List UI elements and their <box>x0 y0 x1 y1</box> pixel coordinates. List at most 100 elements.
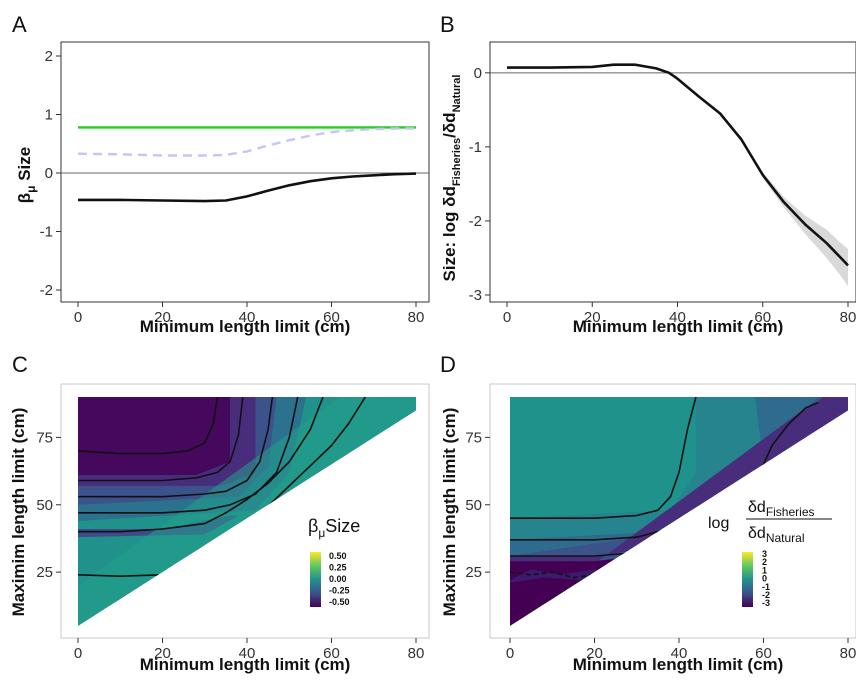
heatmap-edge-c <box>255 507 264 513</box>
panel-a: A 0 20 40 60 80 -2 -1 0 1 2 Minimum length limit … <box>12 12 430 336</box>
heatmap-edge-c <box>120 593 129 600</box>
legend-c: βμSize 0.50 0.250.00 -0.25-0.50 <box>308 516 360 607</box>
heatmap-edge-c <box>348 448 357 454</box>
x-tick-label-b: 60 <box>754 309 771 326</box>
heatmap-edge-c <box>339 453 349 459</box>
legend-tick-label-c: -0.25 <box>329 586 350 596</box>
heatmap-edge-c <box>179 556 188 562</box>
heatmap-edge-c <box>247 512 256 519</box>
y-tick-label-b: -2 <box>469 213 482 230</box>
heatmap-edge-c <box>407 410 416 416</box>
contour-line-c <box>78 397 274 498</box>
y-axis-label-c: Maximim length limit (cm) <box>9 408 28 617</box>
heatmap-band-d <box>510 397 848 626</box>
heatmap-band-c <box>78 397 277 505</box>
heatmap-c <box>78 397 416 626</box>
x-tick-label-d: 20 <box>586 645 603 662</box>
series-line-a-lavender <box>77 127 416 157</box>
x-tick-label-a: 0 <box>74 309 82 326</box>
panel-letter-b: B <box>440 12 455 37</box>
heatmap-edge-d <box>839 410 848 416</box>
heatmap-edge-d <box>628 545 637 551</box>
legend-tick-label-d: -3 <box>762 598 770 608</box>
contour-group-c <box>78 397 366 578</box>
ticks-a: 0 20 40 60 80 -2 -1 0 1 2 <box>40 48 425 326</box>
x-tick-label-d: 0 <box>506 645 514 662</box>
heatmap-edge-d <box>721 485 730 492</box>
ticks-b: 0 20 40 60 80 -3 -2 -1 0 <box>469 65 856 326</box>
legend-tick-label-c: -0.50 <box>329 597 350 607</box>
heatmap-edge-d <box>670 518 679 524</box>
heatmap-edge-c <box>280 491 290 497</box>
panel-b: B 0 20 40 60 80 -3 -2 -1 0 Minimum length limit … <box>440 12 856 336</box>
heatmap-edge-d <box>788 442 798 449</box>
heatmap-edge-d <box>814 426 823 432</box>
heatmap-edge-d <box>746 469 755 476</box>
heatmap-edge-c <box>111 599 121 605</box>
heatmap-edge-c <box>213 534 222 540</box>
heatmap-edge-d <box>552 593 561 600</box>
legend-title-c: βμSize <box>308 516 360 540</box>
panel-letter-a: A <box>12 12 27 37</box>
heatmap-edge-d <box>662 523 671 529</box>
series-line-a-black <box>78 172 417 203</box>
heatmap-cells-c <box>78 397 416 626</box>
panel-letter-d: D <box>440 352 456 377</box>
heatmap-edge-c <box>204 539 214 546</box>
heatmap-band-c <box>78 537 205 626</box>
heatmap-band-c <box>78 397 231 476</box>
heatmap-edge-c <box>78 620 87 626</box>
heatmap-edge-c <box>221 529 231 535</box>
heatmap-edge-d <box>797 437 806 443</box>
heatmap-edge-d <box>611 556 620 562</box>
x-tick-label-c: 60 <box>323 645 340 662</box>
heatmap-edge-c <box>145 577 155 583</box>
heatmap-edge-d <box>695 502 705 508</box>
panel-letter-c: C <box>12 352 28 377</box>
x-tick-label-b: 20 <box>584 309 601 326</box>
plot-area-a <box>60 41 430 303</box>
legend-tick-label-c: 0.50 <box>329 551 347 561</box>
heatmap-edge-d <box>755 464 764 470</box>
heatmap-edge-c <box>103 604 112 610</box>
x-tick-label-d: 80 <box>840 645 856 662</box>
plot-area-b <box>489 41 856 303</box>
heatmap-edge-c <box>365 437 374 443</box>
heatmap-edge-d <box>518 615 527 621</box>
heatmap-edge-d <box>712 491 722 497</box>
x-tick-label-c: 80 <box>408 645 425 662</box>
y-tick-label-a: 2 <box>45 48 53 65</box>
x-tick-label-a: 80 <box>408 309 425 326</box>
heatmap-edge-c <box>263 502 273 508</box>
x-tick-label-a: 60 <box>323 309 340 326</box>
y-tick-label-b: -3 <box>469 287 482 304</box>
heatmap-edge-c <box>137 582 146 589</box>
series-b <box>490 63 856 287</box>
heatmap-edge-d <box>738 475 747 481</box>
y-tick-label-b: 0 <box>474 65 482 82</box>
heatmap-edge-c <box>289 485 298 492</box>
heatmap-edge-c <box>390 421 400 427</box>
heatmap-edge-c <box>331 459 340 465</box>
legend-denominator-d: δdNatural <box>748 525 805 545</box>
x-axis-label-a: Minimum length limit (cm) <box>140 317 351 336</box>
x-tick-label-d: 60 <box>755 645 772 662</box>
heatmap-edge-c <box>399 415 408 422</box>
y-tick-label-a: -2 <box>40 282 53 299</box>
legend-numerator-d: δdFisheries <box>748 499 815 519</box>
contours-c <box>78 397 366 578</box>
x-tick-label-a: 40 <box>239 309 256 326</box>
x-tick-label-b: 40 <box>669 309 686 326</box>
heatmap-edge-d <box>772 453 781 459</box>
heatmap-edge-c <box>382 426 391 432</box>
heatmap-edge-d <box>780 448 789 454</box>
x-axis-label-d: Minimum length limit (cm) <box>573 655 784 674</box>
heatmap-edge-c <box>373 432 383 438</box>
x-tick-label-a: 20 <box>154 309 171 326</box>
heatmap-edge-d <box>619 550 629 556</box>
y-axis-label-d: Maximim length limit (cm) <box>440 408 459 617</box>
